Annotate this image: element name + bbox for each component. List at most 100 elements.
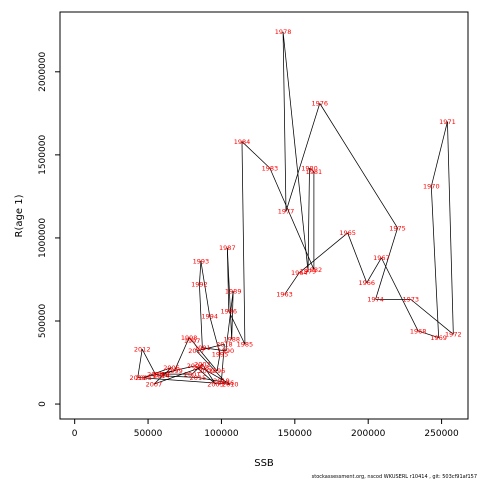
point-label-2015: 2015: [190, 374, 207, 382]
y-axis: 0 500000 1000000 1500000 2000000: [38, 51, 60, 407]
point-label-1963: 1963: [276, 291, 293, 299]
point-label-1970: 1970: [423, 183, 440, 191]
segment-1989-1990: [225, 291, 234, 351]
segment-2016-2017: [196, 350, 227, 383]
point-label-1971: 1971: [439, 118, 456, 126]
x-axis-title: SSB: [254, 458, 274, 469]
x-tick-label-3: 150000: [278, 429, 313, 439]
segment-2002-2003: [202, 363, 216, 385]
segment-1985-1986: [228, 310, 246, 345]
point-label-1973: 1973: [402, 296, 419, 304]
point-label-2019: 2019: [213, 377, 230, 385]
point-label-1993: 1993: [193, 257, 210, 265]
point-label-2014: 2014: [153, 372, 170, 380]
segment-1990-1991: [202, 347, 226, 352]
point-label-2018: 2018: [216, 341, 233, 349]
point-label-1988: 1988: [223, 336, 240, 344]
segment-1967-1968: [381, 257, 419, 332]
segment-1987-1988: [226, 247, 233, 340]
point-label-1984: 1984: [234, 138, 251, 146]
segment-2017-2018: [196, 343, 225, 352]
segment-2013-2014: [155, 373, 162, 377]
point-label-1983: 1983: [262, 164, 279, 172]
point-label-1992: 1992: [191, 281, 208, 289]
point-label-1965: 1965: [339, 229, 356, 237]
segment-1971-1972: [447, 121, 454, 335]
point-label-1982: 1982: [306, 266, 323, 274]
segment-1975-1976: [319, 103, 398, 229]
segment-1969-1970: [430, 186, 440, 338]
point-label-1980: 1980: [301, 164, 318, 172]
point-label-2007: 2007: [146, 380, 163, 388]
point-label-1976: 1976: [311, 100, 328, 108]
point-label-1987: 1987: [219, 244, 236, 252]
point-label-2005: 2005: [135, 374, 152, 382]
point-label-1985: 1985: [237, 341, 254, 349]
point-label-1997: 1997: [184, 337, 201, 345]
segment-1995-1996: [216, 354, 221, 371]
segment-1988-1989: [231, 291, 234, 340]
segment-2010-2011: [137, 377, 231, 385]
point-label-1995: 1995: [212, 351, 229, 359]
x-tick-label-5: 250000: [424, 429, 459, 439]
plot-frame: [59, 11, 469, 420]
point-label-2008: 2008: [193, 364, 210, 372]
y-tick-label-3: 1500000: [38, 135, 48, 175]
segment-1980-1981: [309, 167, 315, 172]
segment-1983-1984: [241, 141, 271, 169]
point-label-1978: 1978: [275, 28, 292, 36]
point-label-2012: 2012: [134, 346, 151, 354]
segment-1972-1973: [410, 299, 454, 335]
segment-1993-1994: [200, 261, 211, 317]
point-label-2004: 2004: [187, 362, 204, 370]
point-label-2000: 2000: [153, 370, 170, 378]
y-axis-title: R(age 1): [14, 194, 25, 237]
series-line-group: [137, 31, 454, 385]
segment-2008-2009: [200, 367, 207, 372]
x-axis: 0 50000 100000 150000 200000 250000: [72, 419, 459, 439]
point-label-2010: 2010: [222, 380, 239, 388]
segment-2012-2013: [141, 349, 156, 375]
point-label-1969: 1969: [430, 334, 447, 342]
point-label-1981: 1981: [306, 168, 323, 176]
y-tick-label-2: 1000000: [38, 218, 48, 258]
segment-1968-1969: [417, 330, 439, 338]
point-label-1975: 1975: [389, 224, 406, 232]
point-label-1989: 1989: [225, 287, 242, 295]
segment-1999-2000: [161, 370, 175, 375]
point-label-1986: 1986: [221, 307, 238, 315]
point-label-2009: 2009: [198, 367, 215, 375]
x-tick-label-2: 100000: [204, 429, 239, 439]
segment-1979-1980: [307, 168, 310, 272]
segment-1970-1971: [430, 121, 448, 187]
segment-1963-1964: [284, 272, 300, 295]
segment-1978-1979: [282, 31, 309, 272]
segment-2003-2004: [194, 365, 216, 385]
point-label-1979: 1979: [300, 267, 317, 275]
point-label-1998: 1998: [181, 334, 198, 342]
segment-1991-1992: [199, 284, 203, 348]
point-label-1991: 1991: [194, 344, 211, 352]
point-label-1972: 1972: [445, 331, 462, 339]
y-tick-label-0: 0: [38, 401, 48, 407]
point-label-1974: 1974: [367, 296, 384, 304]
x-tick-label-4: 200000: [351, 429, 386, 439]
segment-1982-1983: [269, 168, 315, 270]
segment-1984-1985: [241, 141, 246, 345]
point-label-2003: 2003: [207, 380, 224, 388]
segment-1992-1993: [199, 261, 202, 285]
point-label-1996: 1996: [209, 367, 226, 375]
segment-2015-2016: [197, 377, 226, 383]
segment-1965-1966: [347, 232, 368, 283]
segment-2011-2012: [137, 349, 143, 378]
point-label-1999: 1999: [166, 367, 183, 375]
segment-1997-1998: [188, 337, 193, 342]
point-label-2017: 2017: [188, 347, 205, 355]
point-label-2006: 2006: [163, 364, 180, 372]
segment-1976-1977: [285, 103, 321, 212]
segment-1994-1995: [209, 315, 221, 355]
point-label-1964: 1964: [291, 269, 308, 277]
x-tick-label-1: 50000: [134, 429, 163, 439]
